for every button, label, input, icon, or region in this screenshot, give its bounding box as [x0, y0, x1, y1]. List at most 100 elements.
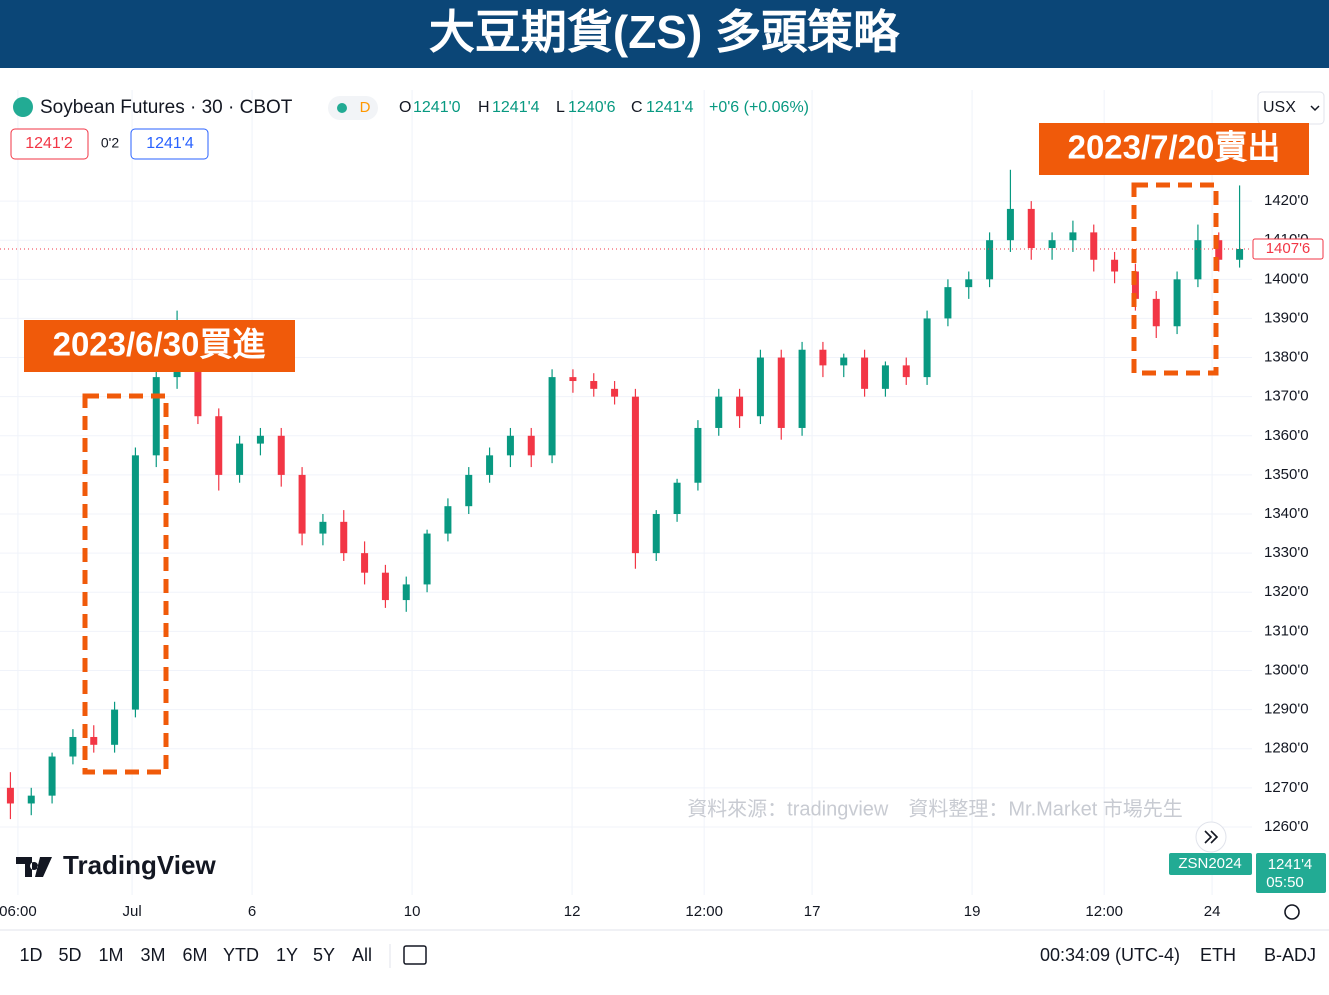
y-tick-label: 1370'0: [1264, 388, 1309, 405]
y-tick-label: 1280'0: [1264, 740, 1309, 757]
candle-body: [965, 279, 973, 288]
spread: 0'2: [101, 135, 119, 151]
candle-body: [381, 572, 389, 601]
candle-body: [923, 318, 931, 378]
candle-body: [861, 357, 869, 389]
last-price-tag: [1252, 238, 1324, 260]
range-button[interactable]: 5D: [58, 945, 81, 965]
annotation: 2023/6/30買進: [53, 326, 266, 363]
x-tick-label: 6: [248, 903, 256, 920]
candle-body: [90, 736, 98, 745]
candle-body: [715, 396, 723, 428]
y-tick-label: 1310'0: [1264, 622, 1309, 639]
y-tick-label: 1360'0: [1264, 427, 1309, 444]
chevron: [1310, 105, 1320, 112]
range-button[interactable]: 1Y: [276, 945, 298, 965]
settings-icon[interactable]: [1284, 904, 1300, 920]
y-tick-label: 1390'0: [1264, 309, 1309, 326]
candle-body: [1173, 279, 1181, 327]
candle-body: [1090, 232, 1098, 260]
x-tick-label: 10: [404, 903, 421, 920]
y-tick-label: 1290'0: [1264, 701, 1309, 718]
ohlc-value: 1240'6: [568, 99, 616, 116]
bid: 1241'2: [25, 135, 73, 152]
candle-body: [881, 365, 889, 389]
x-tick-label: 17: [804, 903, 821, 920]
candle-body: [1236, 249, 1244, 260]
session[interactable]: ETH: [1200, 945, 1236, 965]
candle-body: [631, 396, 639, 554]
candle-body: [152, 377, 160, 456]
candle-body: [1131, 271, 1139, 299]
banner-title: 大豆期貨(ZS) 多頭策略: [429, 6, 900, 58]
candle-body: [798, 349, 806, 428]
candle-body: [506, 435, 514, 456]
candle-body: [1069, 232, 1077, 241]
ohlc-key: L: [556, 99, 565, 116]
adjustment[interactable]: B-ADJ: [1264, 945, 1316, 965]
ask-box[interactable]: [130, 128, 209, 160]
x-tick-label: Jul: [122, 903, 141, 920]
range-button[interactable]: All: [352, 945, 372, 965]
candle-body: [548, 377, 556, 456]
candle-body: [131, 455, 139, 710]
candle-body: [986, 240, 994, 280]
candle-body: [111, 709, 119, 745]
candle-body: [465, 474, 473, 507]
candle-body: [69, 736, 77, 757]
candle-body: [6, 787, 14, 804]
ohlc-value: 1241'4: [492, 99, 540, 116]
candle-body: [756, 357, 764, 417]
y-tick-label: 1260'0: [1264, 818, 1309, 835]
candle-body: [590, 381, 598, 389]
candle-body: [1111, 259, 1119, 272]
range-button[interactable]: YTD: [223, 945, 259, 965]
candle-body: [527, 435, 535, 456]
symbol: Soybean Futures · 30 · CBOT: [40, 97, 293, 118]
candle-body: [944, 287, 952, 319]
y-tick-label: 1320'0: [1264, 583, 1309, 600]
date-range-icon[interactable]: [403, 945, 427, 965]
currency: USX: [1263, 99, 1296, 116]
y-tick-label: 1400'0: [1264, 270, 1309, 287]
ohlc-key: H: [478, 99, 490, 116]
annotation-bg: [1039, 123, 1309, 175]
logo-icon: [16, 857, 52, 877]
candle-body: [1215, 240, 1223, 260]
contract-tag: [1169, 853, 1252, 875]
symbol-icon: [13, 97, 33, 117]
contract-price: 1241'4: [1268, 856, 1313, 873]
range-button[interactable]: 5Y: [313, 945, 335, 965]
candle-body: [194, 357, 202, 417]
range-button[interactable]: 6M: [182, 945, 207, 965]
candle-body: [1048, 240, 1056, 249]
candle-body: [777, 357, 785, 428]
x-tick-label: 06:00: [0, 903, 37, 920]
range-button[interactable]: 1D: [19, 945, 42, 965]
annotation: 2023/7/20賣出: [1068, 129, 1281, 166]
candle-body: [361, 553, 369, 573]
x-tick-label: 19: [964, 903, 981, 920]
candle-body: [1194, 240, 1202, 280]
scroll-icon: [1204, 830, 1219, 844]
clock: 00:34:09 (UTC-4): [1040, 945, 1180, 965]
candle-body: [694, 427, 702, 483]
ohlc-value: 1241'4: [646, 99, 694, 116]
candle-body: [423, 533, 431, 585]
candle-body: [1027, 208, 1035, 249]
change: +0'6 (+0.06%): [709, 99, 809, 116]
bid-box[interactable]: [10, 128, 89, 160]
candle-body: [444, 506, 452, 534]
range-button[interactable]: 3M: [140, 945, 165, 965]
x-tick-label: 24: [1204, 903, 1221, 920]
y-tick-label: 1330'0: [1264, 544, 1309, 561]
x-tick-label: 12: [564, 903, 581, 920]
y-tick-label: 1380'0: [1264, 349, 1309, 366]
range-buttons: 1D 5D 1M 3M 6M YTD 1Y 5Y All: [19, 945, 372, 965]
candle-body: [569, 377, 577, 382]
candle-body: [736, 396, 744, 417]
y-tick-label: 1420'0: [1264, 192, 1309, 209]
range-button[interactable]: 1M: [98, 945, 123, 965]
candle-body: [48, 756, 56, 796]
